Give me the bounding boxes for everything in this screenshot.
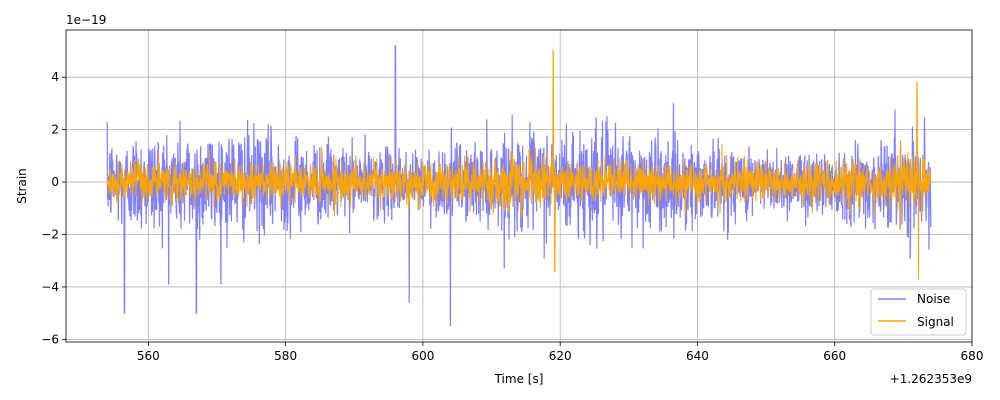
series-layer xyxy=(106,45,932,327)
legend-label-signal: Signal xyxy=(917,315,954,329)
y-axis-label: Strain xyxy=(15,168,29,204)
x-tick-label: 640 xyxy=(686,349,709,363)
x-tick-label: 580 xyxy=(274,349,297,363)
y-tick-label: −2 xyxy=(41,228,59,242)
y-scale-label: 1e−19 xyxy=(66,13,106,27)
x-tick-label: 660 xyxy=(823,349,846,363)
y-tick-label: −6 xyxy=(41,332,59,346)
plot-frame xyxy=(65,29,973,343)
tick-layer: 560 580 600 620 640 660 680 −6 −4 −2 0 2 4 xyxy=(41,70,983,363)
y-tick-label: 4 xyxy=(51,70,59,84)
x-offset-label: +1.262353e9 xyxy=(890,372,972,386)
series-line-signal xyxy=(106,50,932,280)
legend-box xyxy=(870,288,967,336)
x-tick-label: 600 xyxy=(411,349,434,363)
x-tick-label: 620 xyxy=(549,349,572,363)
x-tick-label: 680 xyxy=(961,349,984,363)
x-tick-label: 560 xyxy=(137,349,160,363)
legend: Noise Signal xyxy=(870,288,967,336)
y-tick-label: 2 xyxy=(51,123,59,137)
legend-label-noise: Noise xyxy=(917,292,950,306)
y-tick-label: −4 xyxy=(41,280,59,294)
y-tick-label: 0 xyxy=(51,175,59,189)
x-axis-label: Time [s] xyxy=(494,372,544,386)
